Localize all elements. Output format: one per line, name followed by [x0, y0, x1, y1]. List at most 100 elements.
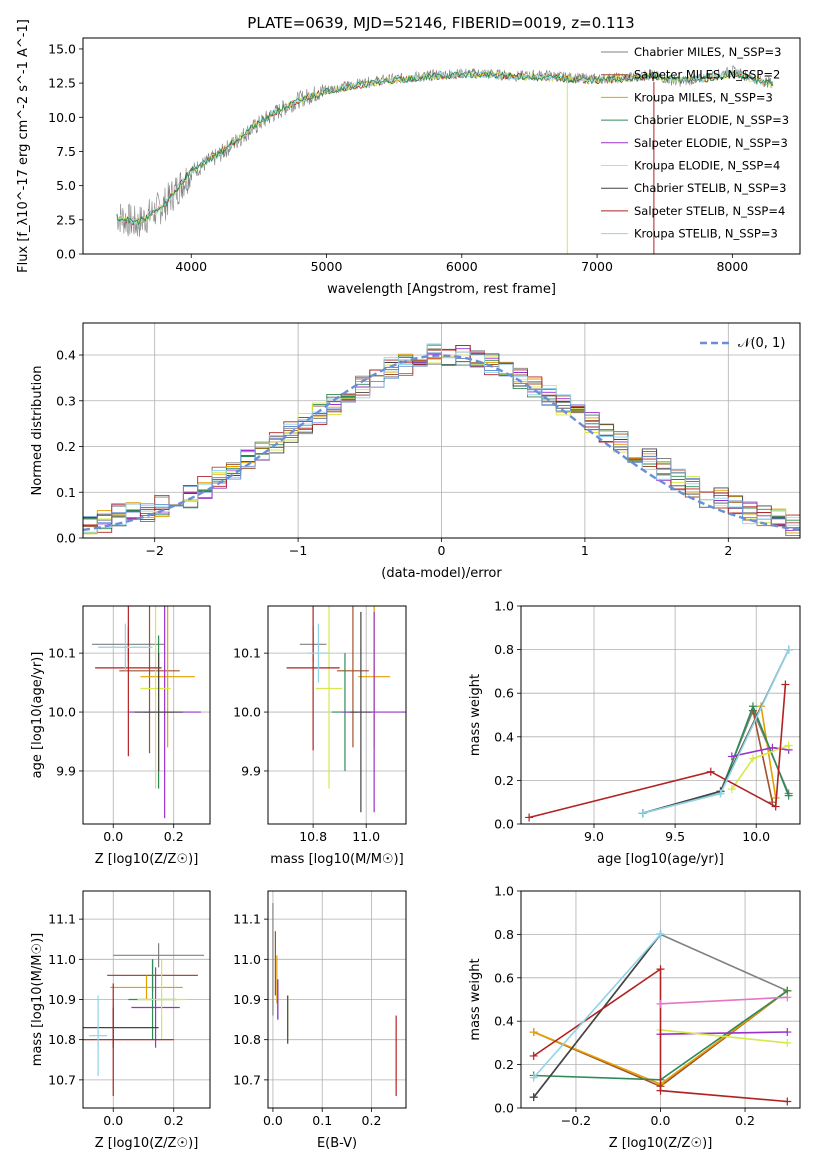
series-point-marker: [781, 680, 790, 689]
plot-area: [116, 65, 774, 254]
x-tick-label: 0.0: [651, 1113, 671, 1128]
y-tick-label: 0.4: [494, 729, 514, 744]
y-axis-label: Normed distribution: [30, 366, 45, 496]
series-point-marker: [771, 802, 780, 811]
y-tick-label: 0.4: [56, 348, 76, 363]
y-tick-label: 0.4: [494, 1014, 514, 1029]
x-tick-label: 4000: [175, 259, 207, 274]
series-line: [642, 649, 790, 814]
y-tick-label: 0.0: [56, 531, 76, 546]
y-tick-label: 11.0: [233, 952, 261, 967]
x-tick-label: 0.2: [164, 829, 184, 844]
y-tick-label: 0.0: [56, 247, 76, 262]
x-tick-label: 10.0: [742, 829, 770, 844]
x-tick-label: 0.2: [735, 1113, 755, 1128]
plot-frame: [82, 322, 801, 539]
legend-label: Chabrier STELIB, N_SSP=3: [634, 181, 786, 195]
y-tick-label: 2.5: [56, 212, 76, 227]
y-tick-label: 0.8: [494, 642, 514, 657]
x-tick-label: 0.1: [312, 1113, 332, 1128]
series-line: [533, 967, 788, 1103]
plot-frame: [520, 605, 801, 825]
y-tick-label: 11.1: [233, 912, 261, 927]
legend-label: 𝒩(0, 1): [738, 336, 785, 351]
series-line: [660, 996, 788, 1005]
series-point-marker: [656, 999, 665, 1008]
series-point-marker: [525, 813, 534, 822]
x-axis-label: Z [log10(Z/Z☉)]: [95, 1136, 199, 1151]
y-tick-label: 10.0: [233, 705, 261, 720]
series-point-marker: [529, 1028, 538, 1037]
plot-frame: [267, 890, 407, 1109]
series-point-marker: [784, 741, 793, 750]
x-tick-label: 6000: [446, 259, 478, 274]
y-tick-label: 10.1: [233, 646, 261, 661]
y-tick-label: 10.0: [48, 705, 76, 720]
spectrum-model-line: [116, 70, 774, 226]
y-tick-label: 9.9: [56, 763, 76, 778]
plot-area: [529, 930, 792, 1106]
series-point-marker: [656, 965, 665, 974]
series-line: [660, 1031, 788, 1035]
plot-area: [92, 606, 201, 819]
series-line: [660, 1029, 788, 1044]
y-tick-label: 10.7: [48, 1072, 76, 1087]
series-line: [752, 710, 774, 803]
series-point-marker: [656, 1086, 665, 1095]
plot-area: [286, 606, 406, 813]
x-tick-label: −0.2: [561, 1113, 591, 1128]
y-axis-label: Flux [f_λ10^-17 erg cm^-2 s^-1 A^-1]: [16, 19, 31, 273]
series-line: [642, 704, 790, 814]
y-tick-label: 10.7: [233, 1072, 261, 1087]
x-tick-label: 1: [581, 543, 589, 558]
series-point-marker: [727, 785, 736, 794]
legend-label: Chabrier ELODIE, N_SSP=3: [634, 113, 789, 127]
legend-label: Salpeter ELODIE, N_SSP=3: [634, 136, 788, 150]
x-tick-label: 0.0: [103, 829, 123, 844]
y-tick-label: 12.5: [48, 76, 76, 91]
series-point-marker: [529, 1073, 538, 1082]
y-tick-label: 5.0: [56, 178, 76, 193]
series-point-marker: [784, 645, 793, 654]
series-point-marker: [529, 1093, 538, 1102]
y-tick-label: 11.1: [48, 912, 76, 927]
spectrum-title: PLATE=0639, MJD=52146, FIBERID=0019, z=0…: [247, 14, 634, 32]
y-axis-label: mass [log10(M/M☉)]: [30, 933, 45, 1066]
x-tick-label: 5000: [311, 259, 343, 274]
y-axis-label: age [log10(age/yr)]: [30, 652, 45, 779]
x-axis-label: age [log10(age/yr)]: [597, 852, 724, 867]
x-axis-label: mass [log10(M/M☉)]: [270, 852, 403, 867]
y-tick-label: 1.0: [494, 884, 514, 899]
series-point-marker: [783, 993, 792, 1002]
series-point-marker: [748, 702, 757, 711]
x-axis-label: Z [log10(Z/Z☉)]: [95, 852, 199, 867]
x-tick-label: 2: [724, 543, 732, 558]
x-tick-label: 8000: [716, 259, 748, 274]
series-line: [533, 933, 662, 1098]
x-axis-label: Z [log10(Z/Z☉)]: [609, 1136, 713, 1151]
y-tick-label: 0.2: [494, 773, 514, 788]
plot-area: [83, 343, 800, 536]
series-point-marker: [783, 1097, 792, 1106]
x-axis-label: E(B-V): [317, 1136, 357, 1151]
x-tick-label: 0: [438, 543, 446, 558]
x-axis-label: (data-model)/error: [381, 566, 502, 581]
x-tick-label: 0.2: [362, 1113, 382, 1128]
y-tick-label: 10.9: [233, 992, 261, 1007]
series-point-marker: [656, 930, 665, 939]
y-tick-label: 7.5: [56, 144, 76, 159]
y-tick-label: 10.0: [48, 110, 76, 125]
series-point-marker: [748, 754, 757, 763]
x-tick-label: 0.0: [263, 1113, 283, 1128]
y-axis-label: mass weight: [468, 674, 483, 756]
legend-label: Salpeter MILES, N_SSP=2: [634, 68, 780, 82]
series-line: [528, 684, 787, 819]
y-tick-label: 11.0: [48, 952, 76, 967]
x-tick-label: −1: [289, 543, 307, 558]
y-tick-label: 10.9: [48, 992, 76, 1007]
x-tick-label: 10.8: [299, 829, 327, 844]
series-line: [533, 933, 662, 1079]
y-tick-label: 0.0: [494, 817, 514, 832]
x-tick-label: 9.0: [584, 829, 604, 844]
plot-area: [525, 645, 793, 822]
